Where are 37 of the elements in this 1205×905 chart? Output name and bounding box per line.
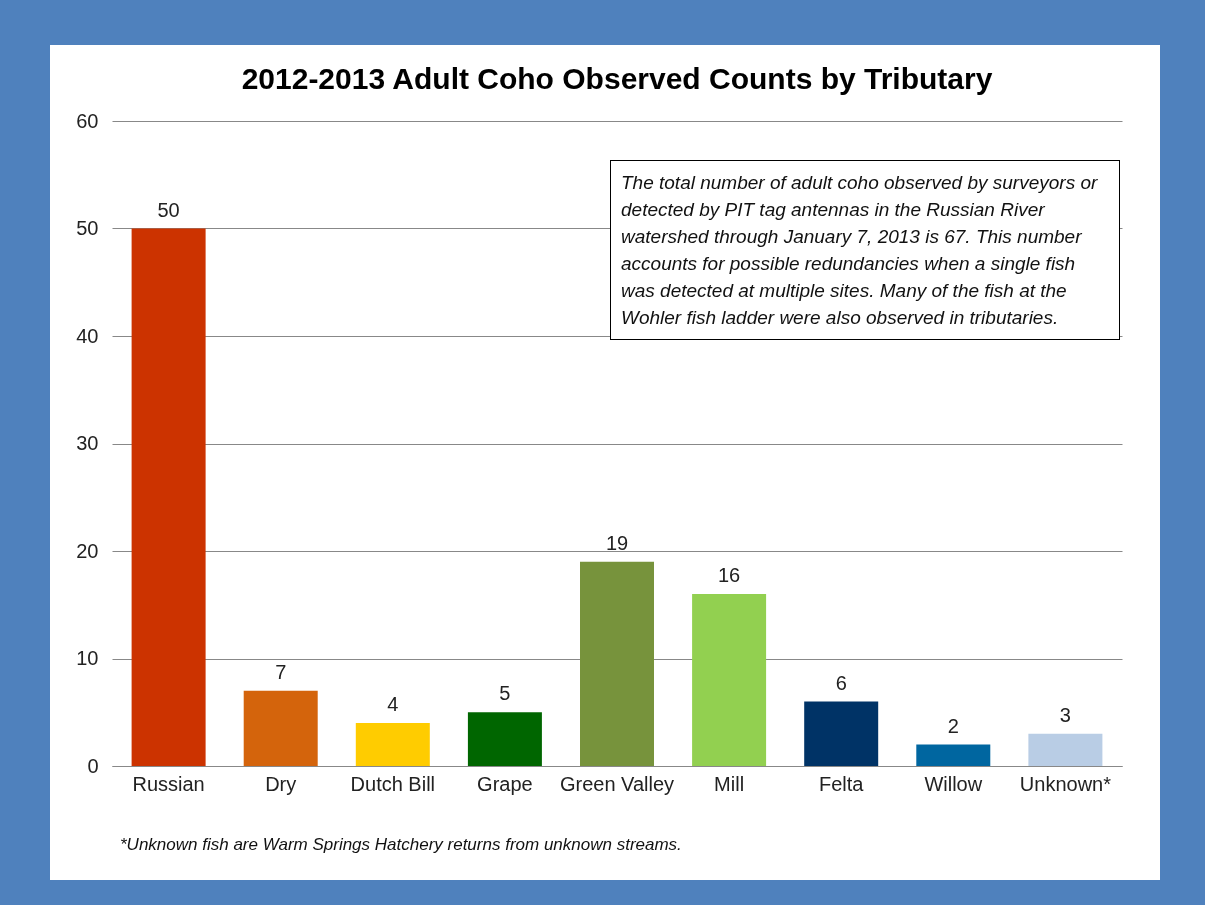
x-tick-label: Grape bbox=[477, 772, 533, 795]
bar bbox=[467, 712, 542, 766]
y-tick-label: 40 bbox=[76, 324, 99, 347]
data-label: 2 bbox=[947, 714, 959, 737]
y-tick-label: 30 bbox=[76, 432, 99, 454]
x-tick-label: Green Valley bbox=[559, 772, 675, 795]
y-tick-label: 50 bbox=[76, 217, 99, 239]
y-tick-label: 0 bbox=[87, 754, 99, 777]
data-label: 4 bbox=[387, 693, 399, 715]
x-tick-label: Dutch Bill bbox=[350, 772, 436, 795]
y-tick-label: 20 bbox=[76, 539, 99, 562]
x-tick-label: Russian bbox=[132, 772, 205, 795]
data-label: 50 bbox=[157, 198, 180, 221]
bar bbox=[692, 594, 767, 766]
x-tick-label: Unknown* bbox=[1019, 772, 1112, 795]
data-label: 7 bbox=[275, 660, 287, 683]
y-tick-label: 10 bbox=[76, 647, 99, 669]
bar bbox=[580, 561, 654, 766]
x-tick-label: Willow bbox=[924, 772, 983, 795]
bar bbox=[1028, 733, 1103, 766]
data-label: 19 bbox=[605, 531, 629, 554]
x-tick-label: Mill bbox=[714, 772, 745, 795]
y-tick-label: 60 bbox=[76, 109, 99, 132]
text: *Unknown fish are Warm Springs Hatchery returns from unknown streams. bbox=[120, 835, 682, 855]
bar bbox=[243, 690, 318, 766]
x-tick-label: Felta bbox=[818, 772, 865, 795]
data-label: 3 bbox=[1059, 703, 1071, 726]
bar bbox=[916, 744, 991, 766]
bar bbox=[804, 701, 879, 766]
data-label: 5 bbox=[499, 682, 511, 705]
bar bbox=[131, 228, 206, 766]
bar bbox=[355, 723, 430, 766]
annotation: The total number of adult coho observed by surveyors or detected by PIT tag antennas in the Russian River watershed through January 7, 2013 is 67. This number accounts for possible redundancies when a single fish was detected at multiple sites. Many of the fish at the Wohler fish ladder were also observed in tributaries. bbox=[610, 160, 1120, 340]
data-label: 6 bbox=[835, 671, 847, 694]
data-label: 16 bbox=[717, 564, 741, 586]
x-tick-label: Dry bbox=[265, 772, 297, 795]
chart-title: 2012-2013 Adult Coho Observed Counts by Tributary bbox=[241, 62, 993, 95]
